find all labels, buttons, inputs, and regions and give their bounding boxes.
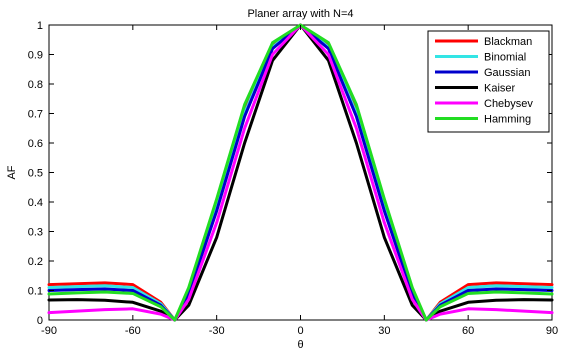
x-tick-label: -90 <box>41 325 57 337</box>
y-tick-label: 0.4 <box>28 197 43 209</box>
x-tick-label: 60 <box>462 325 474 337</box>
x-tick-label: -30 <box>209 325 225 337</box>
x-tick-label: 90 <box>546 325 558 337</box>
y-tick-label: 0.6 <box>28 138 43 150</box>
y-tick-label: 0.8 <box>28 79 43 91</box>
y-tick-label: 0 <box>37 315 43 327</box>
legend: Blackman Binomial Gaussian Kaiser Chebysev Ha… <box>427 30 550 133</box>
legend-items: Blackman Binomial Gaussian Kaiser Chebysev Ha… <box>435 36 533 126</box>
y-tick-label: 0.9 <box>28 50 43 62</box>
y-tick-label: 1 <box>37 20 43 32</box>
y-tick-label: 0.2 <box>28 256 43 268</box>
y-tick-label: 0.1 <box>28 286 43 298</box>
chart-title: Planer array with N=4 <box>247 8 353 20</box>
x-ticks-layer: -90 -60 -30 0 30 60 90 <box>41 25 558 337</box>
legend-label-kaiser: Kaiser <box>484 83 516 95</box>
legend-label-chebysev: Chebysev <box>484 98 533 110</box>
legend-label-binomial: Binomial <box>484 52 526 64</box>
y-tick-label: 0.3 <box>28 227 43 239</box>
y-tick-label: 0.7 <box>28 109 43 121</box>
x-tick-label: 0 <box>297 325 303 337</box>
x-tick-label: -60 <box>125 325 141 337</box>
legend-label-gaussian: Gaussian <box>484 67 530 79</box>
x-tick-label: 30 <box>378 325 390 337</box>
legend-box <box>427 30 550 133</box>
x-axis-label: θ <box>297 339 303 351</box>
y-axis-label: AF <box>6 165 18 179</box>
legend-label-hamming: Hamming <box>484 114 531 126</box>
y-ticks-layer: 0 0.1 0.2 0.3 0.4 0.5 0.6 0.7 0.8 0.9 1 <box>28 20 552 327</box>
legend-label-blackman: Blackman <box>484 36 532 48</box>
y-tick-label: 0.5 <box>28 168 43 180</box>
